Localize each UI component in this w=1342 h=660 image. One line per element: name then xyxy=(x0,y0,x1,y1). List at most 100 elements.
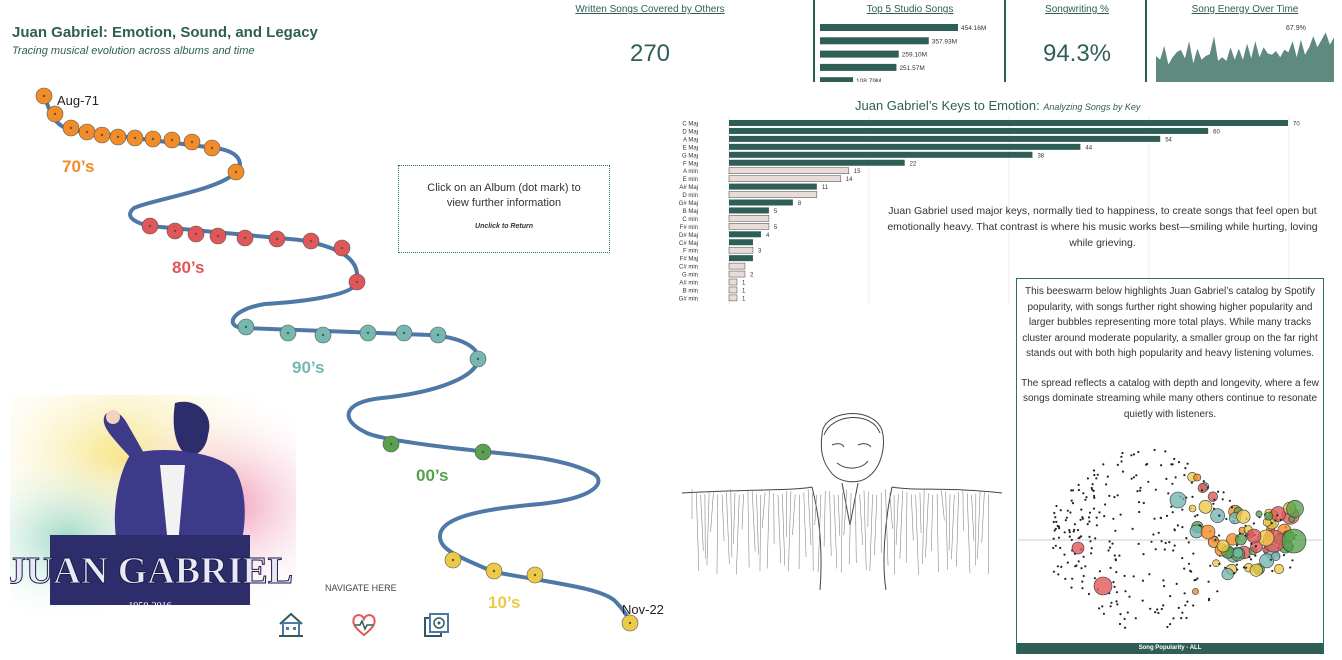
kpi-energy-label[interactable]: Song Energy Over Time xyxy=(1191,4,1299,15)
song-bubble xyxy=(1120,455,1123,458)
keys-data-label: 44 xyxy=(1085,145,1092,151)
song-bubble xyxy=(1218,562,1221,565)
beeswarm-footer[interactable]: Song Popularity - ALL xyxy=(1017,643,1323,654)
top5-bar-label: 251.57M xyxy=(899,65,924,72)
song-bubble xyxy=(1238,532,1242,535)
song-bubble xyxy=(1264,511,1274,521)
song-bubble xyxy=(1141,579,1145,582)
song-bubble xyxy=(1130,477,1133,480)
song-bubble xyxy=(1089,540,1092,543)
song-bubble xyxy=(1056,565,1059,568)
home-icon[interactable] xyxy=(277,611,305,639)
song-bubble xyxy=(1271,551,1281,561)
song-bubble xyxy=(1055,504,1058,508)
song-bubble xyxy=(1093,496,1096,499)
keys-tick-label: C# Maj xyxy=(679,241,698,247)
song-bubble xyxy=(1164,450,1167,453)
song-bubble xyxy=(1254,545,1257,548)
song-bubble xyxy=(1063,553,1066,556)
song-bubble xyxy=(1222,491,1225,494)
song-bubble xyxy=(1177,461,1181,464)
top5-bar xyxy=(820,24,958,31)
song-bubble xyxy=(1213,507,1216,510)
era-label-10s: 10’s xyxy=(488,593,521,612)
keys-bar xyxy=(729,239,753,246)
heart-music-icon[interactable] xyxy=(350,611,378,639)
song-bubble xyxy=(1269,558,1272,561)
keys-tick-label: G min xyxy=(682,273,698,279)
kpi-divider xyxy=(1004,0,1006,82)
song-bubble xyxy=(1085,496,1088,499)
song-bubble xyxy=(1102,463,1105,466)
song-bubble xyxy=(1111,542,1114,545)
keys-tick-label: F min xyxy=(683,249,698,255)
song-bubble xyxy=(1254,554,1257,557)
song-bubble xyxy=(1193,473,1202,482)
song-bubble xyxy=(1221,568,1234,581)
keys-tick-label: D# Maj xyxy=(679,233,698,239)
song-bubble xyxy=(1183,592,1186,595)
song-bubble xyxy=(1197,482,1208,493)
kpi-top5-label[interactable]: Top 5 Studio Songs xyxy=(866,4,954,15)
album-timeline[interactable] xyxy=(0,80,680,640)
keys-data-label: 38 xyxy=(1037,153,1044,159)
kpi-songwriting-label[interactable]: Songwriting % xyxy=(1045,4,1109,15)
song-bubble xyxy=(1192,588,1199,595)
song-bubble xyxy=(1060,565,1063,568)
song-bubble xyxy=(1190,481,1193,484)
beeswarm-chart[interactable] xyxy=(1018,438,1322,642)
song-bubble xyxy=(1130,454,1133,457)
song-bubble xyxy=(1291,559,1294,562)
song-bubble xyxy=(1079,518,1082,521)
song-bubble xyxy=(1098,607,1101,610)
song-bubble xyxy=(1248,555,1251,559)
song-bubble xyxy=(1271,569,1274,573)
keys-bar-chart[interactable]: C Maj 70D Maj 60A Maj 54E Maj 44G Maj 38F Maj… xyxy=(660,116,1310,306)
keys-bar xyxy=(728,294,738,302)
song-bubble xyxy=(1214,538,1217,542)
song-bubble xyxy=(1073,523,1076,526)
keys-tick-label: G# Maj xyxy=(679,201,698,207)
keys-bar xyxy=(729,159,905,166)
song-bubble xyxy=(1092,507,1096,510)
song-bubble xyxy=(1077,560,1080,563)
top5-bar-label: 259.10M xyxy=(902,52,927,59)
song-bubble xyxy=(1053,529,1056,532)
song-bubble xyxy=(1124,590,1127,593)
era-label-00s: 00’s xyxy=(416,466,449,485)
song-bubble xyxy=(1217,490,1220,493)
top5-bar-chart[interactable]: 454.16M 357.93M 259.10M 251.57M 108.79M xyxy=(818,20,1008,82)
song-bubble xyxy=(1282,554,1286,557)
song-bubble xyxy=(1185,616,1188,620)
song-bubble xyxy=(1137,542,1140,545)
album-info-box[interactable]: Click on an Album (dot mark) to view fur… xyxy=(398,165,610,253)
song-bubble xyxy=(1141,599,1144,602)
song-bubble xyxy=(1074,565,1077,568)
keys-data-label: 14 xyxy=(846,177,853,183)
song-bubble xyxy=(1249,558,1253,561)
song-bubble xyxy=(1273,564,1284,575)
keys-bar xyxy=(728,191,818,198)
energy-area-chart[interactable] xyxy=(1156,20,1334,82)
song-bubble xyxy=(1104,503,1107,506)
song-bubble xyxy=(1107,549,1110,552)
timeline-start-label: Aug-71 xyxy=(57,93,99,108)
song-bubble xyxy=(1070,489,1073,492)
kpi-covered-label[interactable]: Written Songs Covered by Others xyxy=(575,4,725,15)
song-bubble xyxy=(1180,617,1183,620)
song-bubble xyxy=(1171,511,1174,514)
keys-tick-label: C min xyxy=(682,217,698,223)
keys-bar xyxy=(728,262,746,270)
song-bubble xyxy=(1119,513,1122,516)
song-bubble xyxy=(1115,600,1118,603)
song-bubble xyxy=(1119,613,1122,616)
song-bubble xyxy=(1165,477,1168,480)
keys-tick-label: F Maj xyxy=(683,161,698,167)
song-bubble xyxy=(1170,505,1173,508)
song-bubble xyxy=(1059,509,1062,512)
song-bubble xyxy=(1086,477,1089,480)
albums-icon[interactable] xyxy=(423,611,451,639)
page-title: Juan Gabriel: Emotion, Sound, and Legacy xyxy=(12,24,318,41)
song-bubble xyxy=(1163,548,1166,551)
song-bubble xyxy=(1102,612,1105,615)
